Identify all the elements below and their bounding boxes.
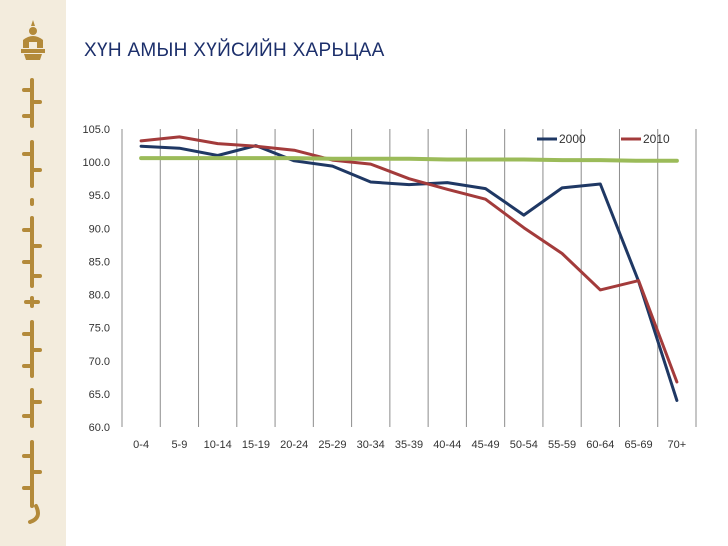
y-tick-label: 75.0	[89, 323, 110, 335]
series-line-reference	[139, 156, 679, 163]
x-tick-label: 25-29	[318, 439, 346, 451]
x-tick-label: 50-54	[510, 439, 538, 451]
x-tick-label: 15-19	[242, 439, 270, 451]
x-tick-label: 40-44	[433, 439, 461, 451]
x-tick-label: 60-64	[586, 439, 614, 451]
sidebar-decoration	[0, 0, 66, 546]
y-tick-label: 70.0	[89, 356, 110, 368]
x-tick-label: 45-49	[471, 439, 499, 451]
y-tick-label: 80.0	[89, 290, 110, 302]
legend-label: 2010	[643, 132, 670, 146]
y-tick-label: 100.0	[82, 157, 110, 169]
x-tick-label: 0-4	[133, 439, 149, 451]
y-tick-label: 85.0	[89, 256, 110, 268]
y-tick-label: 90.0	[89, 223, 110, 235]
y-tick-label: 95.0	[89, 190, 110, 202]
x-tick-label: 35-39	[395, 439, 423, 451]
y-tick-label: 105.0	[82, 124, 110, 136]
legend-label: 2000	[559, 132, 586, 146]
x-tick-label: 70+	[668, 439, 687, 451]
x-tick-label: 65-69	[625, 439, 653, 451]
series-line-2000	[139, 144, 679, 402]
y-tick-label: 65.0	[89, 389, 110, 401]
x-tick-label: 55-59	[548, 439, 576, 451]
x-tick-label: 30-34	[357, 439, 385, 451]
x-tick-label: 20-24	[280, 439, 308, 451]
x-tick-label: 10-14	[204, 439, 232, 451]
page-title: ХҮН АМЫН ХҮЙСИЙН ХАРЬЦАА	[84, 40, 385, 61]
mongolia-emblem-icon	[21, 20, 45, 60]
x-tick-label: 5-9	[171, 439, 187, 451]
y-tick-label: 60.0	[89, 422, 110, 434]
mongolian-script-decoration	[22, 78, 42, 524]
series-line-2010	[139, 135, 679, 384]
